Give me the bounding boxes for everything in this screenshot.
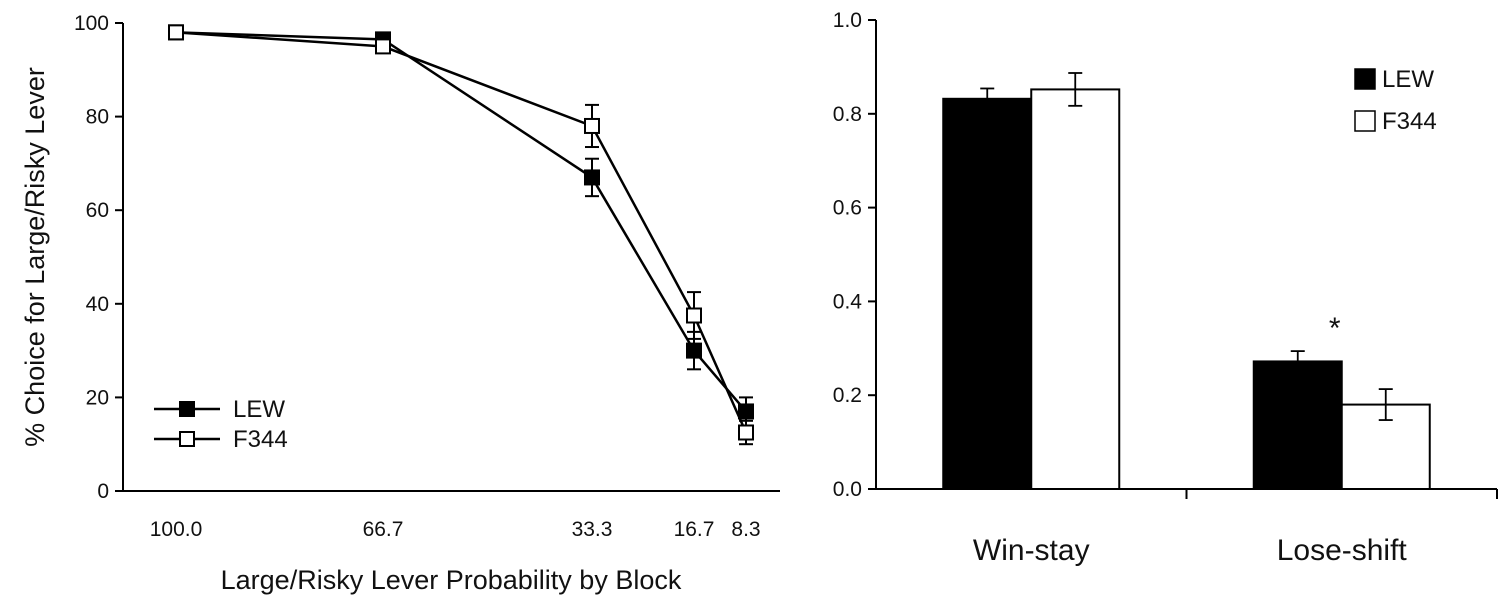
y-tick-label: 0.4: [833, 290, 863, 313]
y-axis-title: % Choice for Large/Risky Lever: [20, 67, 50, 447]
x-tick-label: 33.3: [572, 518, 613, 541]
y-tick-label: 0.0: [833, 478, 862, 501]
y-tick-label: 0.6: [833, 197, 862, 220]
y-tick-label: 40: [86, 293, 109, 316]
data-point-f344: [584, 117, 600, 134]
data-point-lew: [686, 342, 702, 359]
legend-label: F344: [233, 426, 288, 453]
legend-marker: [179, 431, 195, 447]
y-tick-label: 100: [74, 12, 109, 35]
x-tick-label: 16.7: [674, 518, 715, 541]
data-point-f344: [686, 307, 702, 324]
bar-f344-win-stay: [1030, 88, 1121, 491]
legend-marker: [179, 401, 195, 417]
legend-label: LEW: [1382, 66, 1434, 93]
line-chart: 0 20 40 60 80 100 100.0 66.7 33.3 16.7 8.3 Large/Ri…: [20, 12, 780, 595]
y-tick-label: 0: [97, 480, 109, 503]
category-label: Win-stay: [973, 534, 1090, 567]
y-tick-label: 60: [86, 199, 109, 222]
significance-marker: *: [1329, 312, 1341, 345]
data-point-lew: [738, 403, 754, 420]
category-label: Lose-shift: [1277, 534, 1408, 567]
y-tick-label: 1.0: [833, 9, 862, 32]
x-tick-label: 100.0: [150, 518, 203, 541]
y-tick-label: 80: [86, 106, 109, 129]
y-tick-label: 0.2: [833, 384, 862, 407]
x-tick-label: 66.7: [363, 518, 404, 541]
y-tick-label: 0.8: [833, 103, 862, 126]
data-point-f344: [375, 38, 391, 55]
data-point-f344: [168, 24, 184, 41]
x-tick-label: 8.3: [731, 518, 760, 541]
data-point-lew: [584, 169, 600, 186]
data-point-f344: [738, 424, 754, 441]
bar-lew-win-stay: [942, 97, 1033, 491]
legend-label: F344: [1382, 108, 1437, 135]
bar-chart: 0.0 0.2 0.4 0.6 0.8 1.0 Win-stay Lose-shift * LEW…: [833, 9, 1498, 567]
bar-lew-lose-shift: [1252, 360, 1343, 491]
series-line-lew: [175, 31, 747, 413]
x-axis-title: Large/Risky Lever Probability by Block: [221, 565, 682, 595]
y-tick-label: 20: [86, 386, 109, 409]
legend-label: LEW: [233, 396, 285, 423]
legend-swatch: [1354, 68, 1376, 90]
legend-swatch: [1354, 110, 1376, 132]
